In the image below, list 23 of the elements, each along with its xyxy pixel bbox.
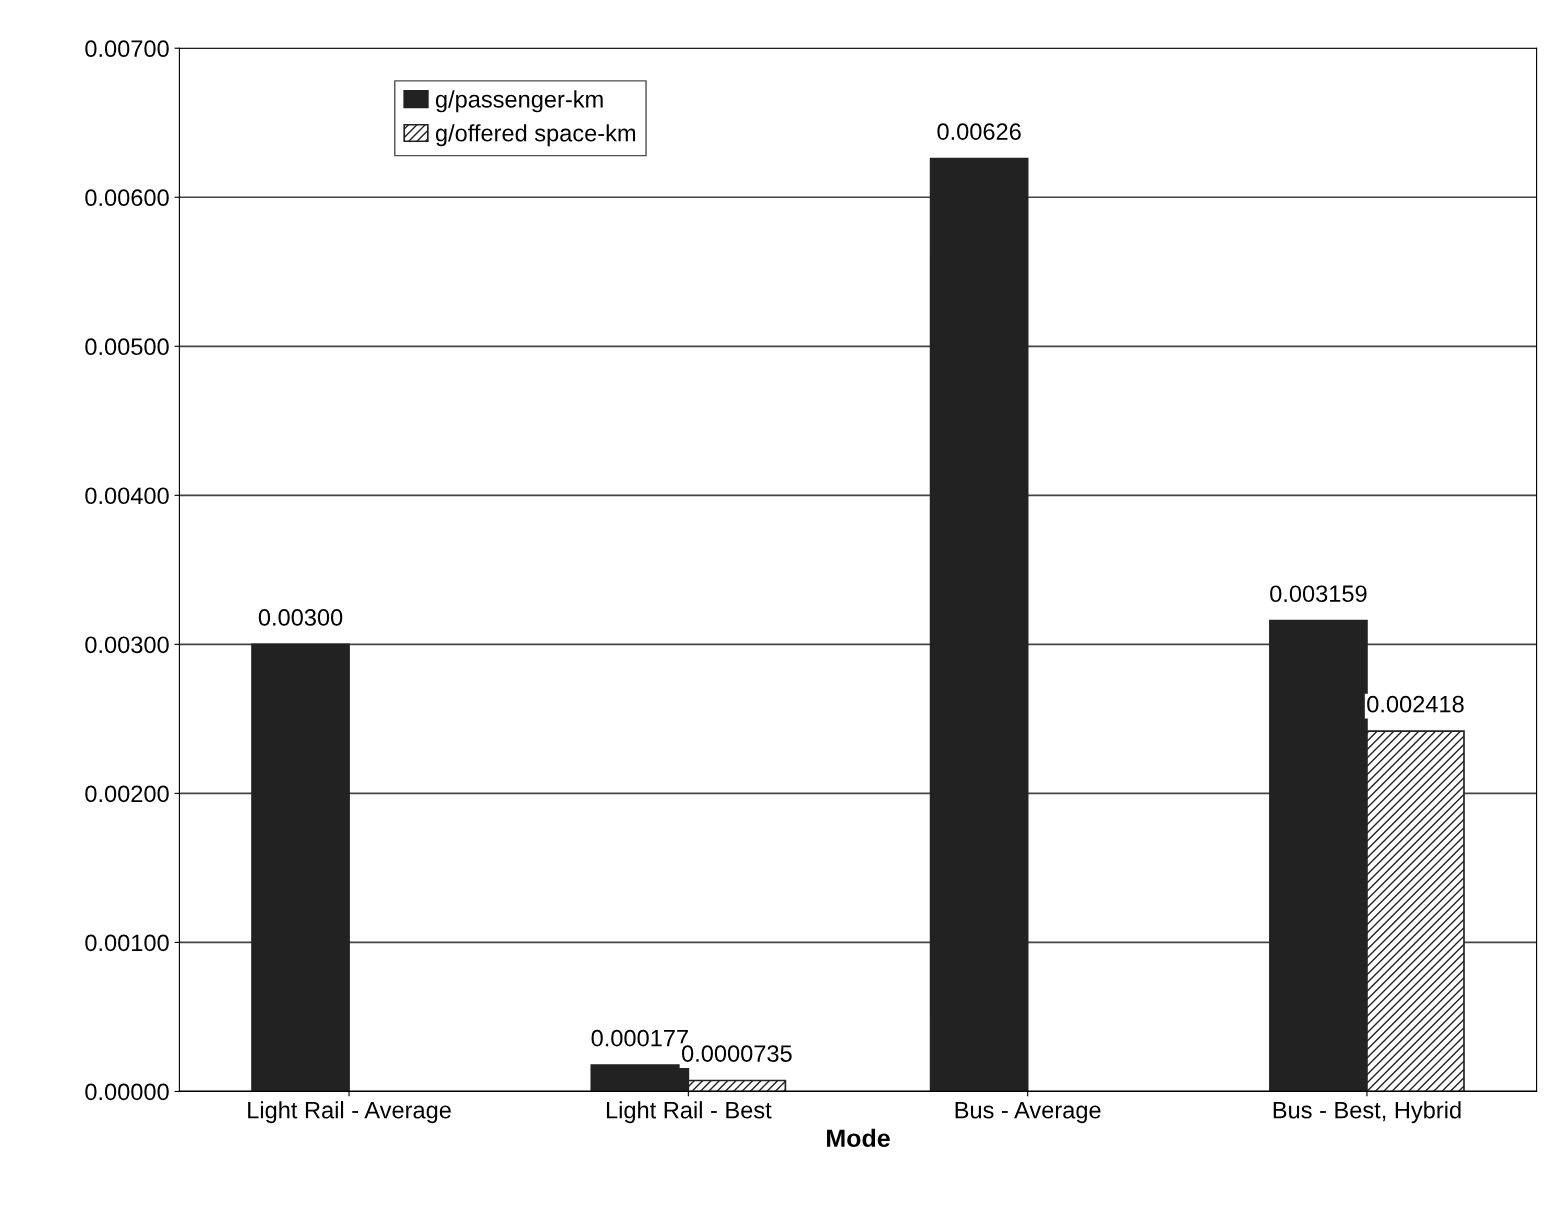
bar <box>251 643 350 1092</box>
x-tick-label: Light Rail - Average <box>248 1101 451 1124</box>
data-label: 0.002418 <box>1367 695 1464 713</box>
data-label: 0.003159 <box>1270 585 1367 603</box>
x-tick-label: Bus - Average <box>955 1102 1101 1124</box>
y-tick-label: 0.00200 <box>85 785 169 803</box>
y-tick-label: 0.00300 <box>85 636 169 654</box>
data-label: 0.00626 <box>937 123 1021 140</box>
legend-label: g/offered space-km <box>435 124 636 147</box>
y-tick-label: 0.00600 <box>85 189 169 207</box>
data-label: 0.000177 <box>591 1029 688 1047</box>
y-tick-label: 0.00700 <box>85 40 169 58</box>
y-tick-label: 0.00100 <box>85 934 169 952</box>
bar <box>929 157 1029 1092</box>
x-tick-label: Light Rail - Best <box>606 1101 772 1124</box>
x-tick-label: Bus - Best, Hybrid <box>1273 1101 1461 1124</box>
y-tick-label: 0.00000 <box>85 1083 169 1101</box>
x-axis-title: Mode <box>827 1128 890 1148</box>
legend-label: g/passenger-km <box>435 90 603 113</box>
y-tick-label: 0.00400 <box>85 487 169 505</box>
y-tick-label: 0.00500 <box>85 338 169 356</box>
data-label: 0.00300 <box>258 609 343 626</box>
data-label: 0.0000735 <box>681 1045 792 1062</box>
